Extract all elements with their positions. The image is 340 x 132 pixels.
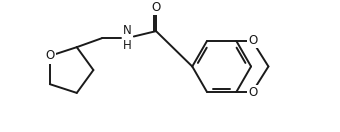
Text: O: O bbox=[45, 49, 54, 62]
Text: O: O bbox=[249, 34, 258, 47]
Text: O: O bbox=[151, 1, 161, 14]
Text: O: O bbox=[249, 86, 258, 99]
Text: N
H: N H bbox=[123, 24, 132, 52]
